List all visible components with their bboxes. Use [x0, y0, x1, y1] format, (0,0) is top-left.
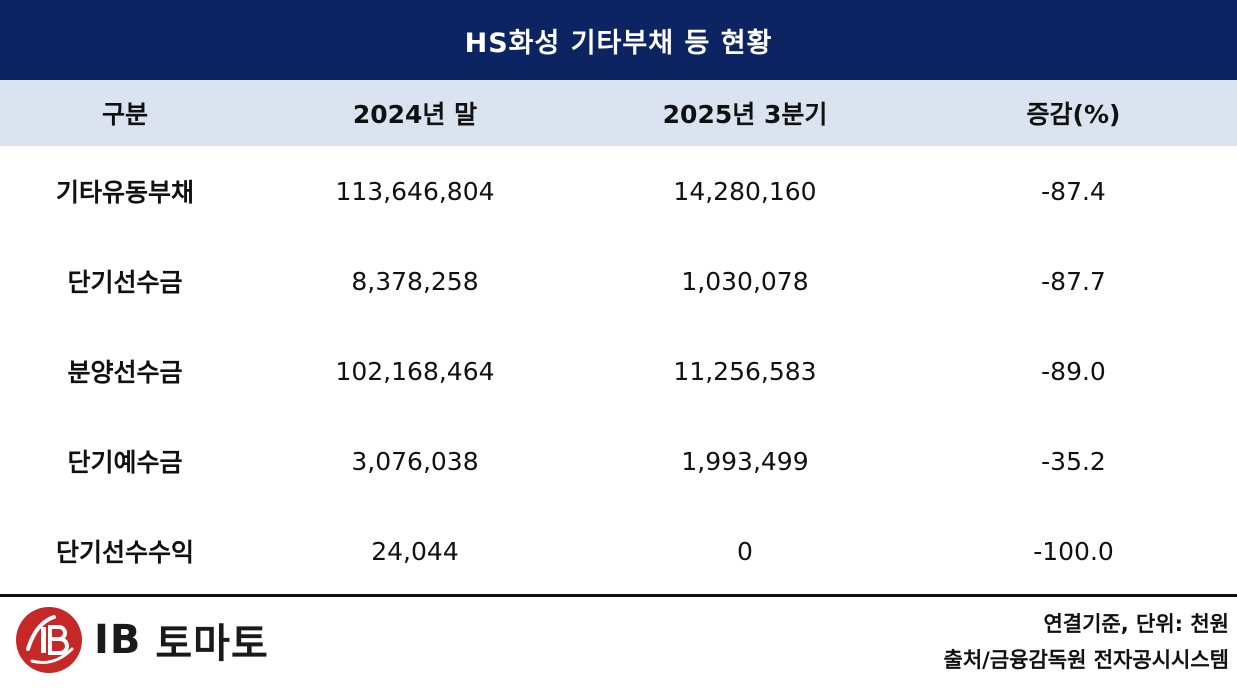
ib-tomato-logo: IB 토마토: [14, 604, 269, 676]
source-note: 출처/금융감독원 전자공시시스템: [943, 648, 1229, 672]
row-label: 분양선수금: [67, 358, 183, 387]
header-change-pct: 증감(%): [1026, 100, 1121, 129]
row-change: -87.7: [1041, 266, 1106, 296]
row-change: -35.2: [1041, 446, 1106, 476]
row-change: -100.0: [1033, 536, 1114, 566]
row-value-2025q3: 11,256,583: [673, 356, 817, 386]
row-value-2025q3: 0: [737, 536, 753, 566]
row-value-2024: 102,168,464: [335, 356, 495, 386]
logo-name-text: 토마토: [155, 621, 269, 667]
table-row: 단기예수금 3,076,038 1,993,499 -35.2: [0, 416, 1237, 506]
row-value-2025q3: 14,280,160: [673, 176, 817, 206]
row-value-2024: 3,076,038: [351, 446, 479, 476]
table-title: HS화성 기타부채 등 현황: [0, 0, 1237, 80]
unit-note: 연결기준, 단위: 천원: [1043, 612, 1229, 636]
ib-tomato-logo-icon: [16, 607, 82, 673]
header-2025-q3: 2025년 3분기: [662, 100, 828, 129]
table-body: 기타유동부채 113,646,804 14,280,160 -87.4 단기선수…: [0, 146, 1237, 596]
table-row: 단기선수수익 24,044 0 -100.0: [0, 506, 1237, 596]
row-change: -87.4: [1041, 176, 1106, 206]
row-label: 단기선수금: [67, 268, 183, 297]
row-value-2024: 113,646,804: [335, 176, 495, 206]
table-title-text: HS화성 기타부채 등 현황: [464, 27, 773, 59]
header-category: 구분: [101, 100, 148, 129]
table-header-row: 구분 2024년 말 2025년 3분기 증감(%): [0, 80, 1237, 146]
row-label: 단기선수수익: [55, 538, 194, 567]
row-value-2025q3: 1,993,499: [681, 446, 809, 476]
header-2024-end: 2024년 말: [352, 100, 478, 129]
table-row: 단기선수금 8,378,258 1,030,078 -87.7: [0, 236, 1237, 326]
table-row: 기타유동부채 113,646,804 14,280,160 -87.4: [0, 146, 1237, 236]
row-change: -89.0: [1041, 356, 1106, 386]
row-label: 단기예수금: [67, 448, 183, 477]
logo-wordmark: IB 토마토: [94, 611, 269, 669]
row-value-2024: 8,378,258: [351, 266, 479, 296]
table-row: 분양선수금 102,168,464 11,256,583 -89.0: [0, 326, 1237, 416]
bottom-divider: [0, 594, 1237, 597]
footnotes: 연결기준, 단위: 천원 출처/금융감독원 전자공시시스템: [944, 606, 1229, 678]
row-label: 기타유동부채: [55, 178, 194, 207]
row-value-2025q3: 1,030,078: [681, 266, 809, 296]
row-value-2024: 24,044: [371, 536, 459, 566]
logo-ib-text: IB: [94, 617, 142, 663]
